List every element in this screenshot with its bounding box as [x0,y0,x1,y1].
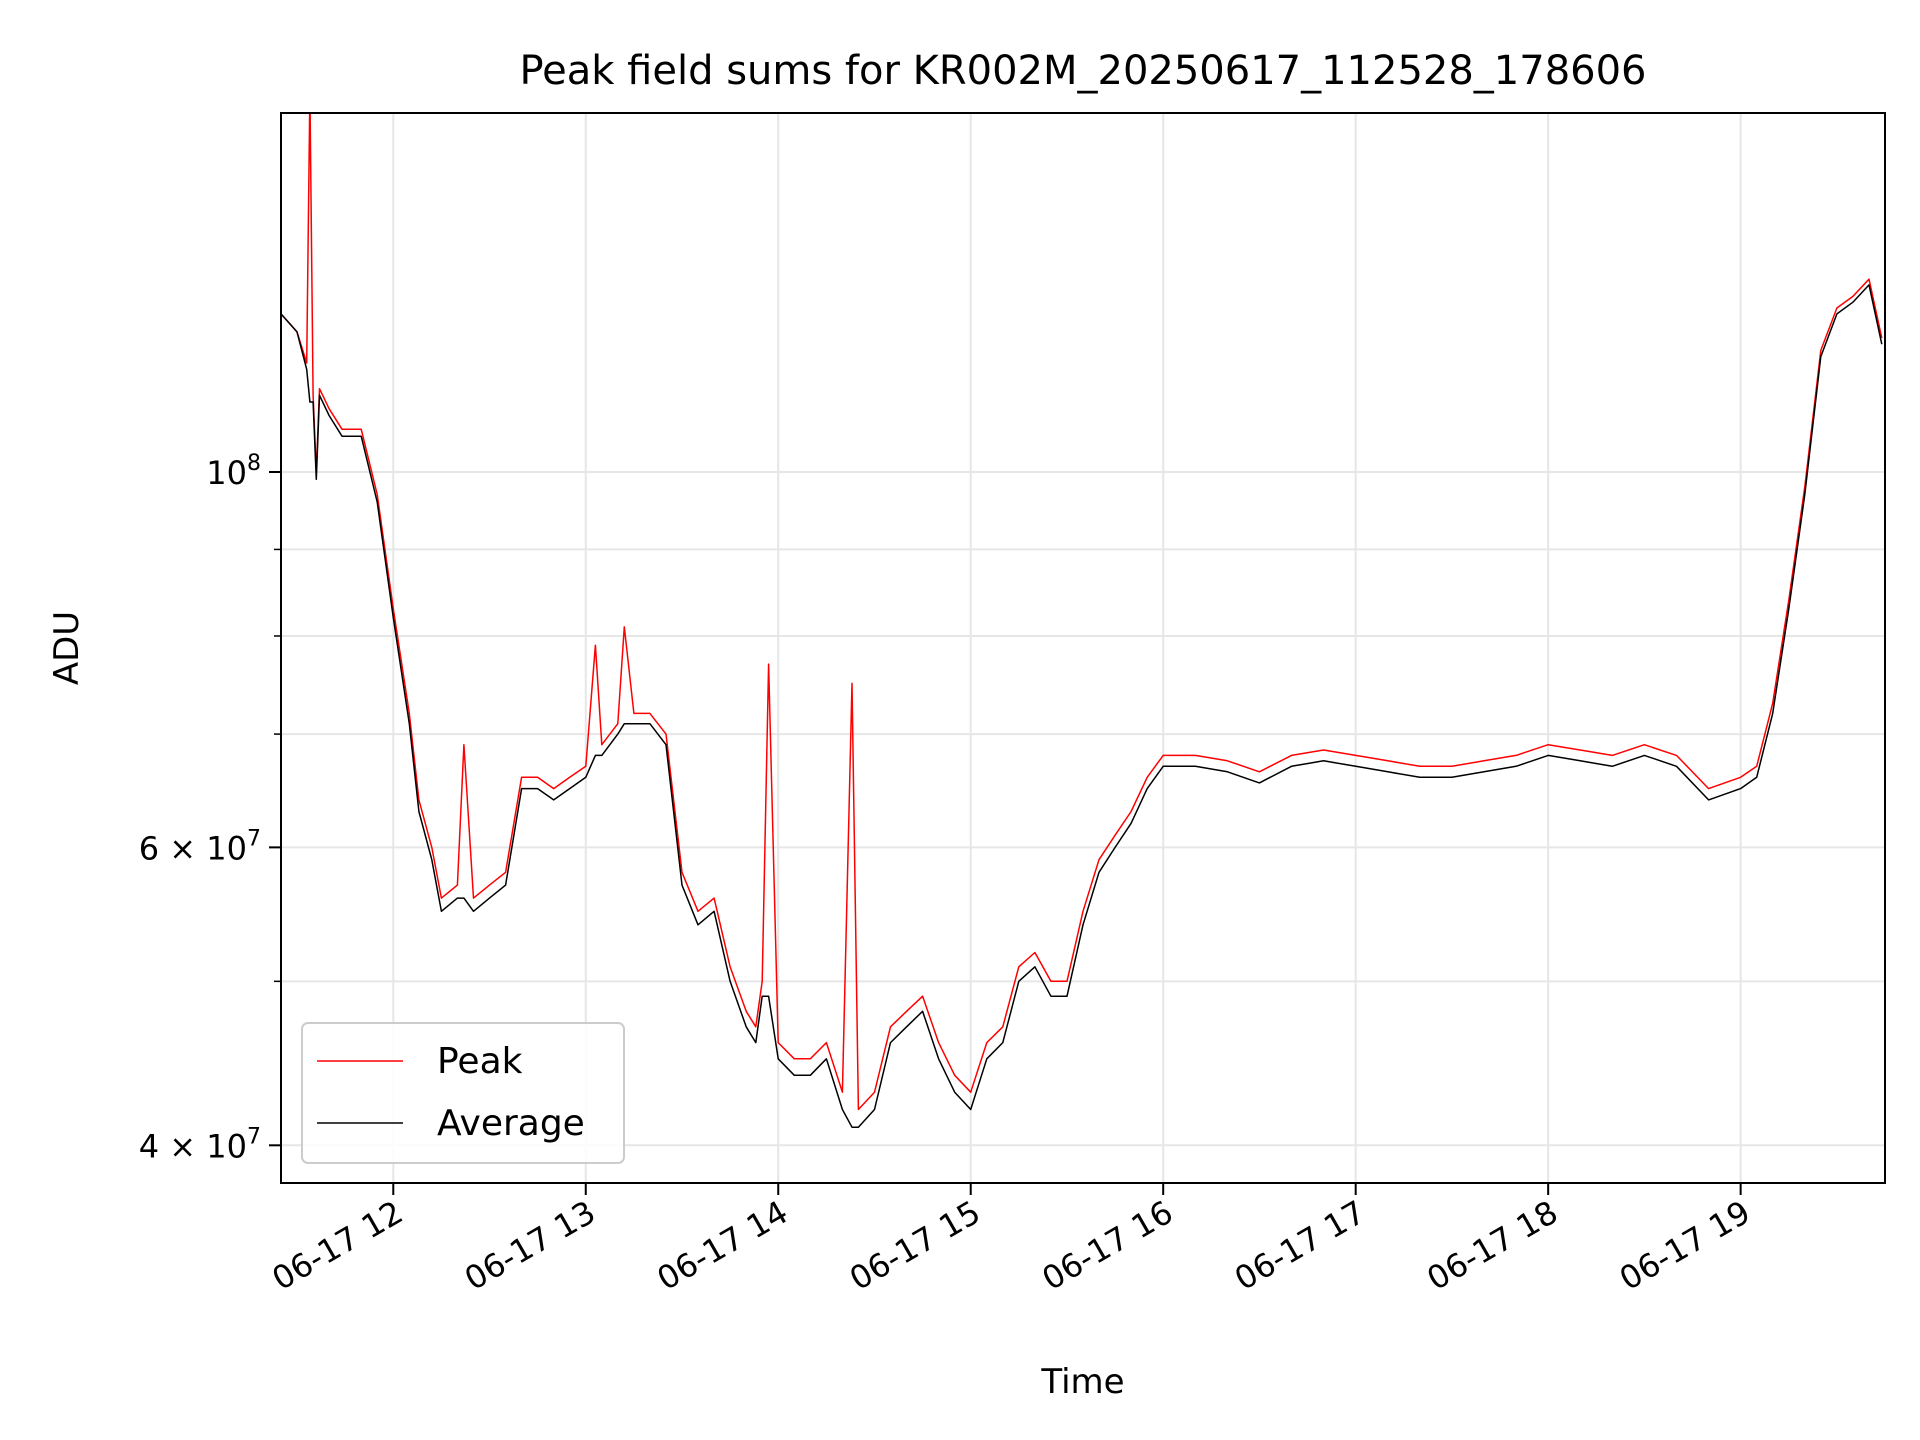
plot-series [281,113,1883,1128]
series-line-average [281,284,1883,1128]
x-tick-label: 06-17 15 [843,1193,987,1298]
y-tick-label-base: 4 × 10 [139,1127,247,1165]
y-tick-label-base: 6 × 10 [139,829,247,867]
grid [281,113,1885,1183]
x-tick-label: 06-17 12 [266,1193,410,1298]
y-tick-label: 6 × 107 [139,826,261,867]
x-tick-label: 06-17 16 [1036,1193,1180,1298]
x-tick-label: 06-17 17 [1228,1193,1372,1298]
x-axis: 06-17 12 06-17 13 06-17 14 06-17 15 06-17 16… [266,1183,1757,1298]
legend-label-peak: Peak [437,1041,523,1082]
chart-title: Peak field sums for KR002M_20250617_1125… [519,48,1646,94]
y-tick-label: 4 × 107 [139,1124,261,1165]
y-tick-label-base: 10 [206,454,247,492]
y-tick-label-exponent: 8 [247,451,261,476]
x-tick-label: 06-17 14 [651,1193,795,1298]
y-axis-label: ADU [47,611,87,685]
legend: Peak Average [301,1022,625,1164]
series-line-peak [281,113,1883,1111]
x-tick-label: 06-17 13 [458,1193,602,1298]
x-axis-label: Time [1040,1362,1124,1402]
y-tick-label: 108 [206,451,261,492]
x-tick-label: 06-17 19 [1613,1193,1757,1298]
y-tick-label-exponent: 7 [247,826,261,851]
plot-frame [280,112,1886,1184]
y-tick-label-exponent: 7 [247,1124,261,1149]
legend-box [301,1022,625,1164]
legend-label-average: Average [437,1103,585,1144]
x-tick-label: 06-17 18 [1421,1193,1565,1298]
